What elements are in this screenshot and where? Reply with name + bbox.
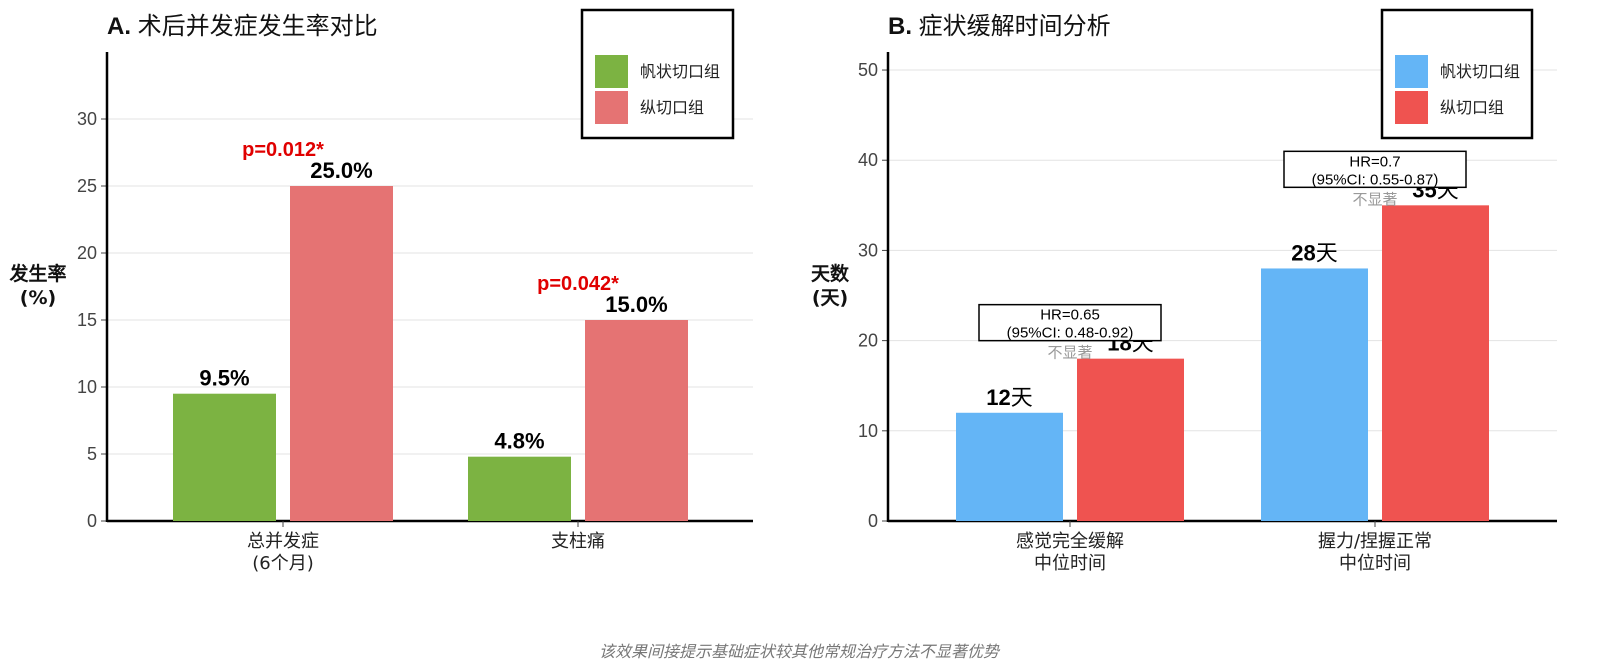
- legend-label: 纵切口组: [640, 98, 704, 117]
- x-tick-label: 总并发症(6个月): [247, 531, 319, 574]
- legend-swatch: [1395, 55, 1428, 88]
- data-label: 9.5%: [199, 366, 249, 391]
- panel-title: A. 术后并发症发生率对比: [107, 12, 378, 40]
- y-tick-label: 20: [858, 331, 878, 351]
- p-value-annotation: p=0.012*: [242, 139, 324, 161]
- y-tick-label: 50: [858, 60, 878, 80]
- y-tick-label: 15: [77, 310, 97, 330]
- p-value-annotation: p=0.042*: [537, 273, 619, 295]
- bar: [468, 456, 571, 521]
- y-tick-label: 30: [77, 109, 97, 129]
- panel-a: A. 术后并发症发生率对比 0 5 10 15 20 25 30 发生率(%) 9.5% 25.0%…: [8, 8, 753, 574]
- significance-note: 不显著: [1047, 344, 1092, 362]
- footnote: 该效果间接提示基础症状较其他常规治疗方法不显著优势: [598, 642, 999, 661]
- y-axis-label: 发生率(%): [8, 262, 66, 309]
- panel-title: B. 症状缓解时间分析: [888, 12, 1111, 40]
- y-tick-label: 10: [858, 421, 878, 441]
- y-tick-label: 0: [87, 511, 97, 531]
- y-tick-label: 5: [87, 444, 97, 464]
- hr-annotation: HR=0.7(95%CI: 0.55-0.87) 不显著: [1283, 150, 1467, 208]
- bar: [1077, 358, 1184, 521]
- hr-box: [978, 303, 1162, 342]
- hr-line1: HR=0.7: [1349, 153, 1400, 170]
- x-tick-label: 感觉完全缓解中位时间: [1016, 531, 1124, 574]
- data-label: 25.0%: [310, 158, 372, 183]
- bar: [1382, 205, 1489, 522]
- data-label: 4.8%: [494, 429, 544, 454]
- bar: [173, 393, 276, 521]
- data-label: 15.0%: [605, 292, 667, 317]
- legend-label: 纵切口组: [1440, 98, 1504, 117]
- y-tick-label: 0: [868, 511, 878, 531]
- data-label: 28天: [1291, 240, 1338, 266]
- hr-line2: (95%CI: 0.55-0.87): [1312, 171, 1439, 188]
- data-label: 12天: [986, 385, 1033, 411]
- legend-label: 帆状切口组: [1440, 62, 1520, 81]
- y-tick-label: 25: [77, 176, 97, 196]
- bar: [956, 412, 1063, 521]
- hr-line1: HR=0.65: [1040, 307, 1100, 324]
- y-tick-label: 20: [77, 243, 97, 263]
- y-tick-label: 10: [77, 377, 97, 397]
- legend-swatch: [595, 55, 628, 88]
- x-tick-label: 握力/捏握正常中位时间: [1318, 531, 1432, 574]
- significance-note: 不显著: [1352, 190, 1397, 208]
- bar: [290, 186, 393, 521]
- legend-swatch: [1395, 91, 1428, 124]
- bar: [1261, 268, 1368, 521]
- panel-b: B. 症状缓解时间分析01020304050天数(天)12天18天感觉完全缓解中…: [811, 8, 1557, 574]
- legend-swatch: [595, 91, 628, 124]
- y-tick-label: 30: [858, 240, 878, 260]
- hr-annotation: HR=0.65(95%CI: 0.48-0.92) 不显著: [978, 303, 1162, 362]
- hr-box: [1283, 150, 1467, 189]
- y-tick-label: 40: [858, 150, 878, 170]
- hr-line2: (95%CI: 0.48-0.92): [1007, 325, 1134, 342]
- bar: [585, 320, 688, 521]
- x-tick-label: 支柱痛: [551, 531, 605, 552]
- y-axis-label: 天数(天): [811, 262, 850, 309]
- legend-label: 帆状切口组: [640, 62, 720, 81]
